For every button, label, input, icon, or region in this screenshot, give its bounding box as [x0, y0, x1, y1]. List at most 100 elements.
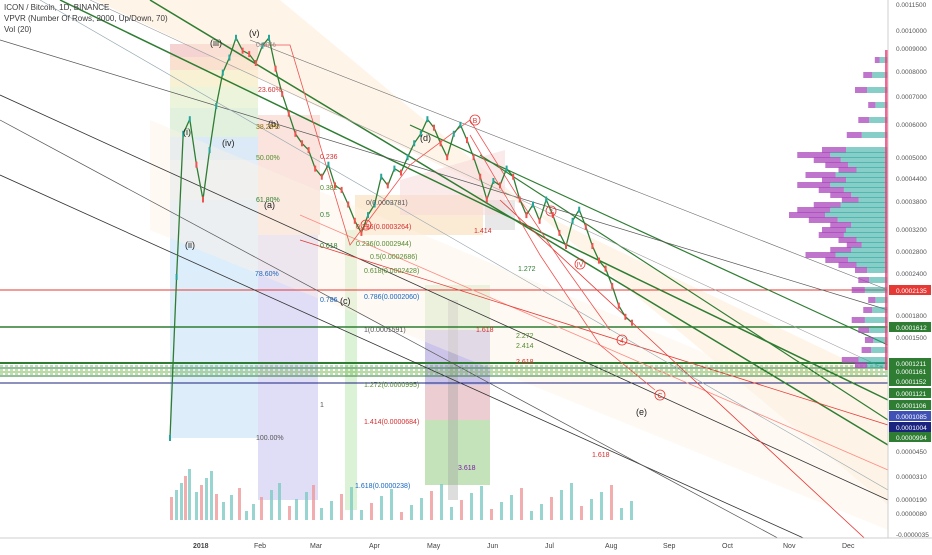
volume-bar — [195, 492, 198, 520]
y-tick-label: 0.0000080 — [896, 511, 927, 518]
price-candle — [452, 130, 455, 137]
y-tick-label: 0.0008000 — [896, 69, 927, 76]
trend-line — [0, 94, 889, 501]
trendlines-layer — [0, 0, 889, 555]
price-candle — [340, 186, 343, 193]
price-candle — [406, 154, 409, 161]
trend-line — [249, 39, 889, 291]
vpvr-down-bar — [861, 347, 872, 353]
volume-bar — [238, 488, 241, 520]
vpvr-legend[interactable]: VPVR (Number Of Rows, 2000, Up/Down, 70) — [4, 14, 168, 23]
y-tick-label: 0.0004400 — [896, 176, 927, 183]
price-candle — [551, 212, 554, 219]
fib-level-label: 38.20% — [256, 124, 280, 131]
price-candle — [617, 302, 620, 309]
volume-bar — [295, 499, 298, 520]
vpvr-up-bar — [848, 257, 888, 263]
vpvr-down-bar — [813, 202, 841, 208]
vpvr-down-bar — [830, 222, 852, 228]
price-candle — [287, 110, 290, 117]
price-label-box — [889, 376, 931, 386]
x-tick-label: 2018 — [193, 543, 209, 550]
volume-bar — [252, 504, 255, 520]
price-candle — [413, 140, 416, 147]
wave-label-ii: (ii) — [185, 240, 195, 250]
price-label-text: 0.0001612 — [896, 325, 927, 332]
x-tick-label: Aug — [605, 543, 618, 550]
volume-bar — [230, 495, 233, 520]
volume-bar — [420, 498, 423, 520]
volume-bar — [450, 507, 453, 520]
vpvr-up-bar — [873, 337, 888, 343]
price-label-box — [889, 322, 931, 332]
price-label-box — [889, 400, 931, 410]
vpvr-down-bar — [868, 102, 876, 108]
fib-level-label: 2.272 — [516, 333, 534, 340]
volume-bar — [460, 500, 463, 520]
price-label-box — [889, 366, 931, 376]
fib-level-label: 0.5(0.0002686) — [370, 254, 417, 261]
price-candle — [327, 161, 330, 168]
price-candle — [215, 103, 218, 109]
vpvr-down-bar — [830, 192, 852, 198]
y-tick-label: 0.0007000 — [896, 94, 927, 101]
volume-bar — [570, 483, 573, 520]
price-candle — [578, 206, 581, 213]
trend-line — [59, 0, 889, 401]
vpvr-down-bar — [841, 197, 859, 203]
vpvr-down-bar — [805, 252, 836, 258]
wave-circle-label: 2 — [549, 209, 553, 216]
vpvr-down-bar — [818, 232, 844, 238]
vpvr-down-bar — [797, 152, 831, 158]
volume-legend[interactable]: Vol (20) — [4, 25, 32, 34]
fib-level-label: 0.00% — [256, 42, 276, 49]
fib-level-label: 1.618 — [592, 452, 610, 459]
fib-level-label: 2.618 — [516, 359, 534, 366]
wave-label-iv: (iv) — [222, 138, 235, 148]
price-candle — [367, 212, 369, 219]
vpvr-up-bar — [835, 252, 888, 258]
vpvr-down-bar — [858, 277, 870, 283]
price-candle — [538, 217, 541, 224]
vpvr-up-bar — [872, 307, 888, 313]
price-label-text: 0.0000994 — [896, 435, 927, 442]
y-tick-label: 0.0009000 — [896, 46, 927, 53]
vpvr-up-bar — [864, 317, 888, 323]
x-tick-label: Apr — [369, 543, 381, 550]
price-candle — [505, 165, 508, 172]
price-label-box — [889, 411, 931, 421]
vpvr-down-bar — [858, 117, 870, 123]
volume-bar — [600, 492, 603, 520]
fib-band-ext4 — [425, 420, 490, 485]
vpvr-down-bar — [851, 287, 865, 293]
price-candle — [459, 121, 462, 128]
vpvr-up-bar — [835, 172, 888, 178]
fib-band-b — [258, 115, 320, 235]
price-candle — [373, 201, 376, 208]
fib-level-label: 1.618(0.0000238) — [355, 483, 410, 490]
vpvr-down-bar — [797, 182, 831, 188]
volume-bar — [540, 504, 543, 520]
symbol-legend[interactable]: ICON / Bitcoin, 1D, BINANCE — [4, 3, 110, 12]
y-tick-label: 0.0005000 — [896, 155, 927, 162]
vpvr-down-bar — [818, 187, 844, 193]
vpvr-down-bar — [822, 177, 846, 183]
volume-bar — [320, 508, 323, 520]
price-candle — [241, 47, 244, 54]
vpvr-up-bar — [840, 157, 888, 163]
wave-circle-marker — [574, 258, 586, 270]
vpvr-up-bar — [875, 297, 888, 303]
vpvr-edge — [885, 50, 888, 370]
x-tick-label: Jun — [487, 543, 498, 550]
vpvr-down-bar — [830, 247, 852, 253]
price-candle — [175, 273, 178, 280]
price-label-box — [889, 358, 931, 368]
volume-bar — [222, 502, 225, 520]
fib-level-label: 0.618 — [320, 243, 338, 250]
volume-bar — [590, 499, 593, 520]
price-label-box — [889, 432, 931, 442]
vpvr-up-bar — [875, 102, 888, 108]
volume-bar — [270, 490, 273, 520]
volume-bar — [200, 485, 203, 520]
